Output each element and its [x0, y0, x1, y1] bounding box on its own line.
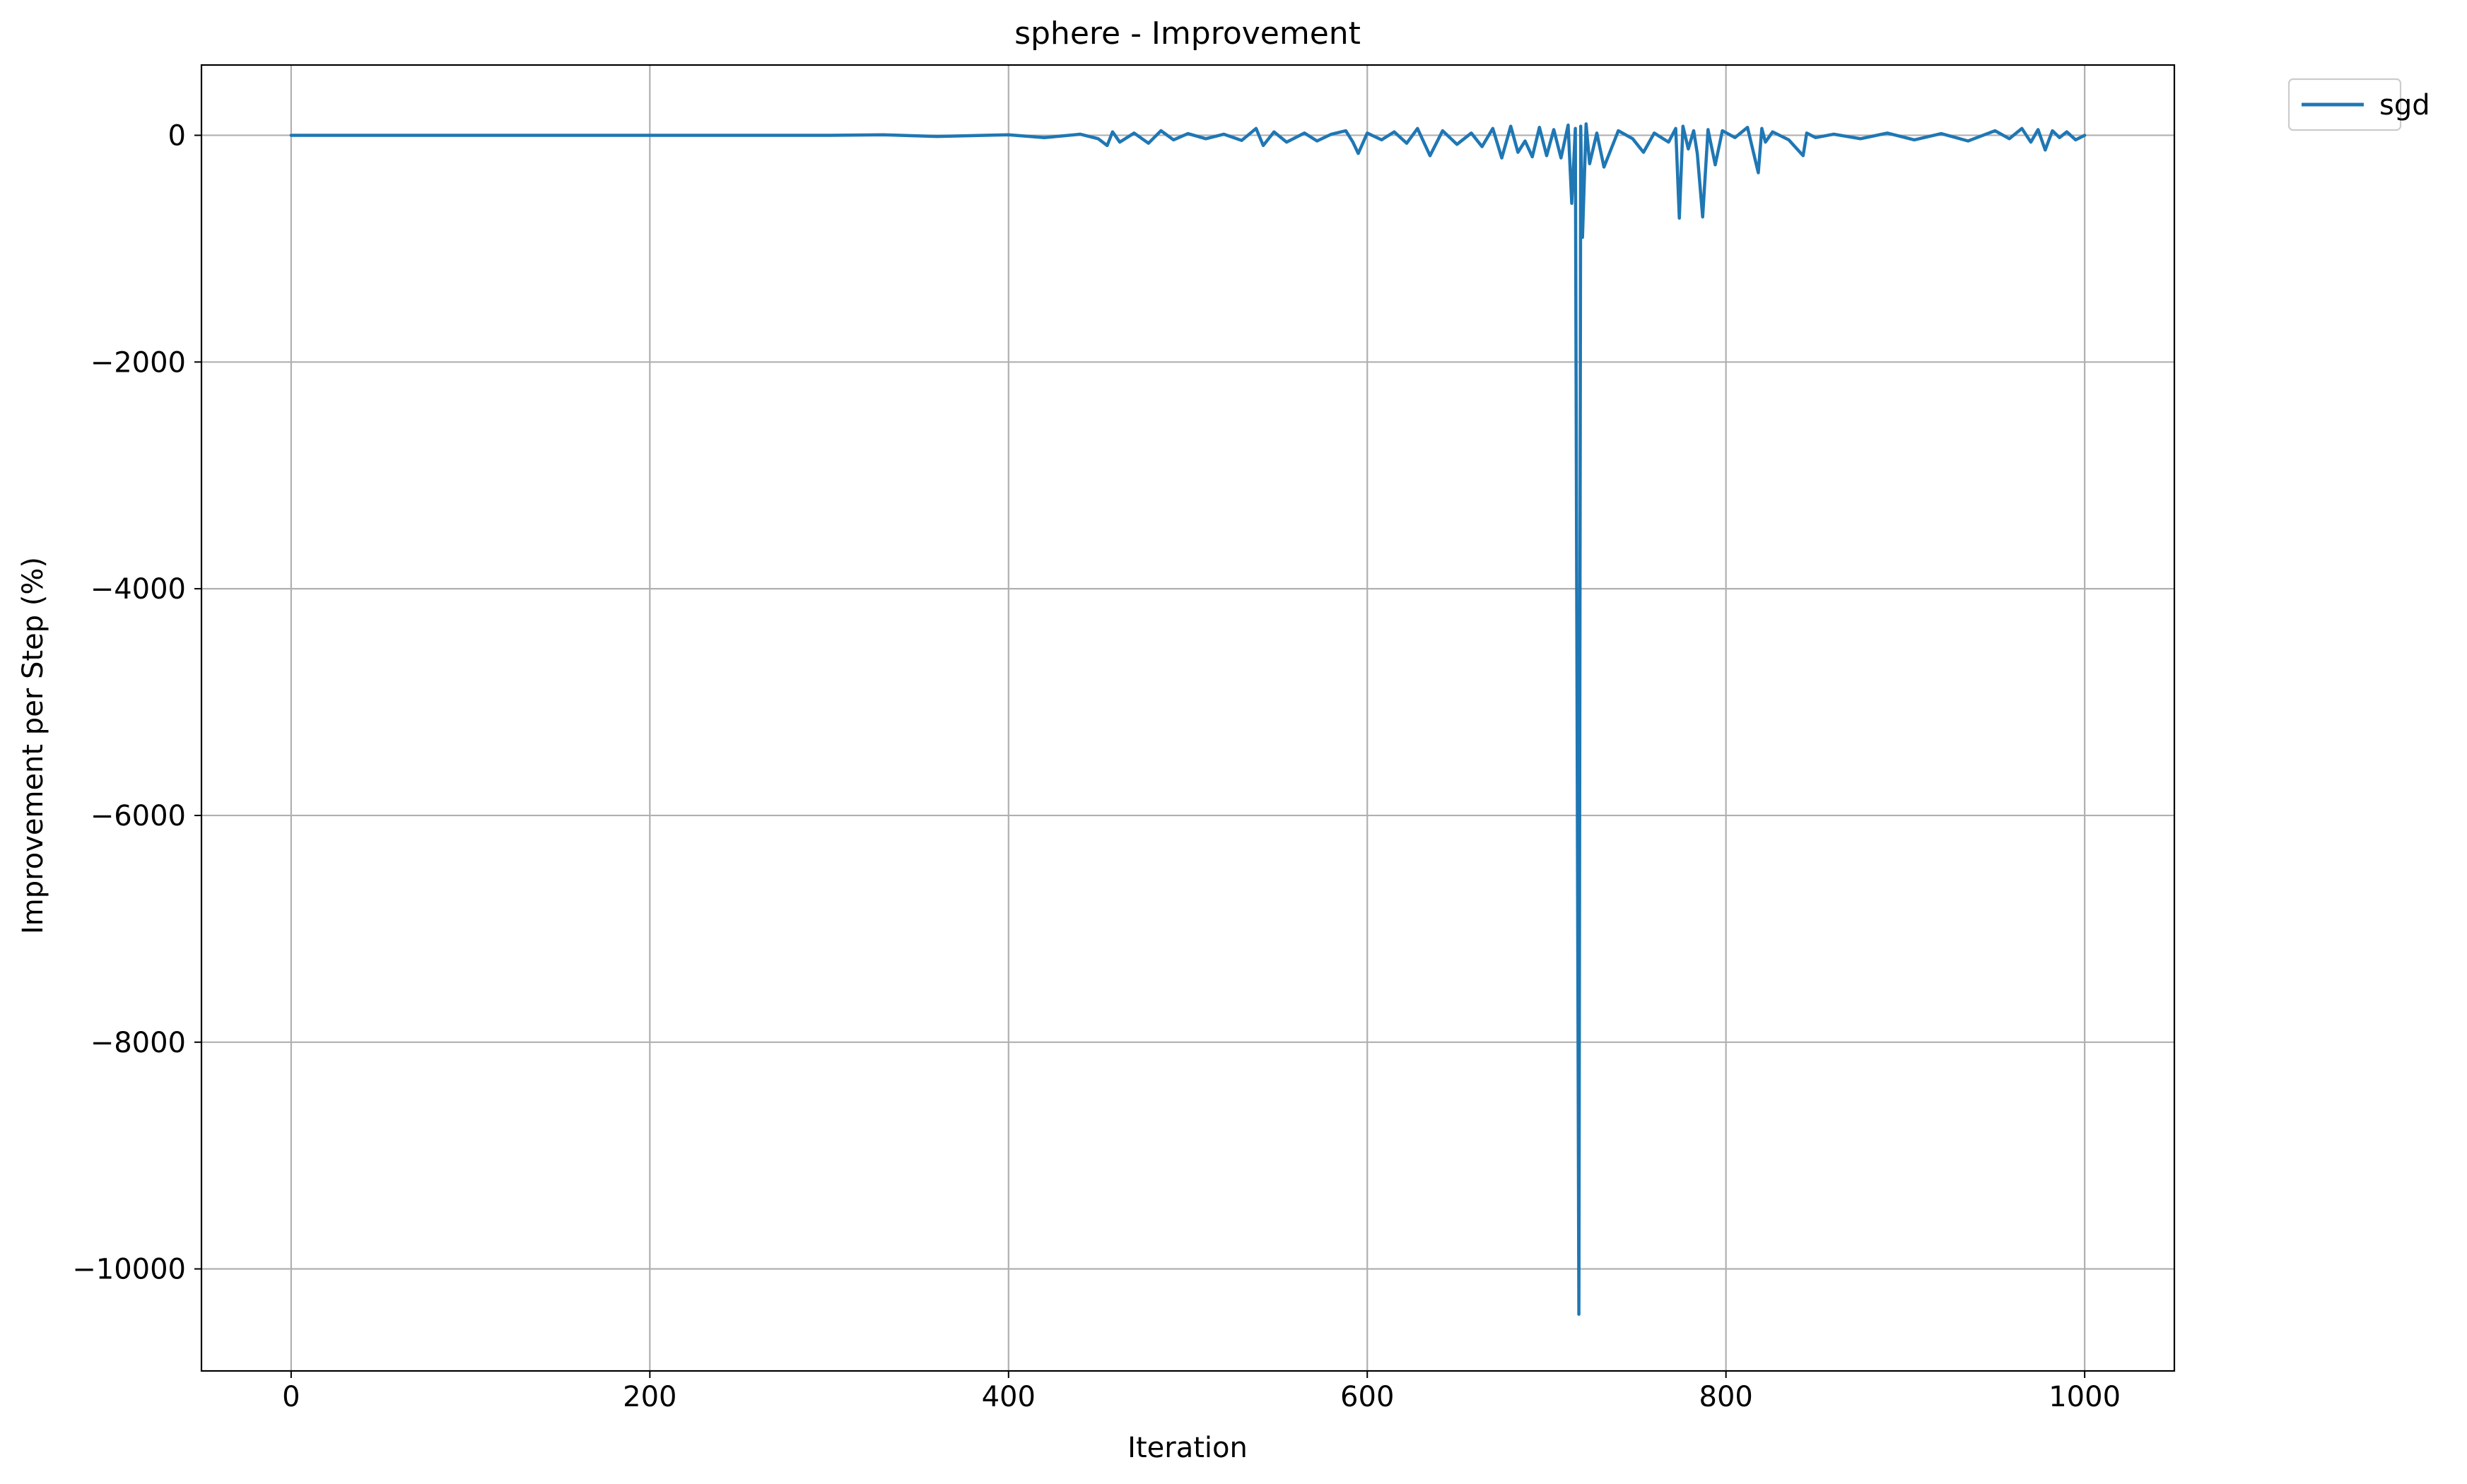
legend-label-sgd: sgd — [2379, 89, 2430, 122]
x-tick-label: 400 — [982, 1381, 1036, 1413]
y-tick-label: −10000 — [72, 1254, 186, 1286]
series-line-sgd — [289, 122, 2087, 1317]
chart-title: sphere - Improvement — [1014, 16, 1361, 52]
y-tick-label: 0 — [168, 119, 186, 152]
x-tick-label: 600 — [1340, 1381, 1394, 1413]
y-tick-label: −4000 — [90, 573, 186, 606]
plot-frame — [200, 64, 2176, 1372]
x-tick-label: 800 — [1699, 1381, 1753, 1413]
y-tick-label: −8000 — [90, 1027, 186, 1059]
tick-layer: 0 200 400 600 800 1000 0 −2000 −4000 −6000 −8000 −1… — [72, 119, 2121, 1413]
x-tick-label: 200 — [623, 1381, 676, 1413]
y-tick-label: −2000 — [90, 346, 186, 379]
x-axis-label: Iteration — [1127, 1432, 1248, 1464]
x-tick-label: 0 — [282, 1381, 300, 1413]
y-tick-label: −6000 — [90, 800, 186, 832]
y-axis-label: Improvement per Step (%) — [17, 557, 49, 934]
series-layer — [289, 122, 2087, 1317]
legend: sgd — [2287, 78, 2430, 131]
x-tick-label: 1000 — [2049, 1381, 2121, 1413]
